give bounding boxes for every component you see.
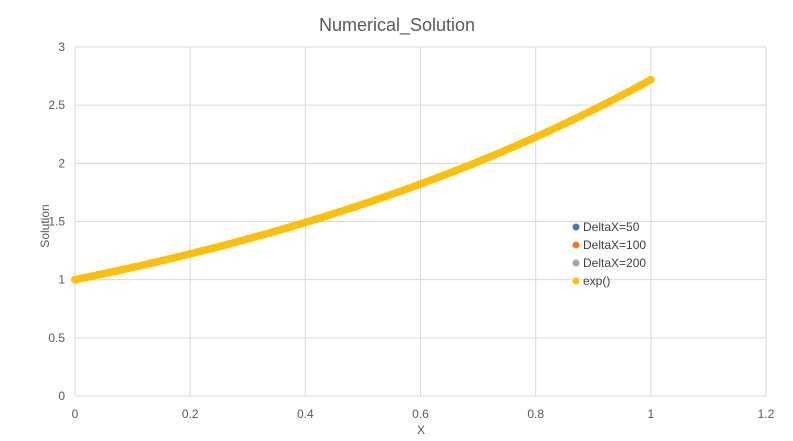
legend-label: exp()	[583, 274, 610, 288]
y-tick-label: 2.5	[48, 98, 65, 112]
legend-label: DeltaX=50	[583, 220, 640, 234]
y-tick-label: 1	[58, 273, 65, 287]
legend-marker	[572, 259, 580, 267]
x-axis-label: X	[417, 423, 425, 436]
y-tick-label: 3	[58, 40, 65, 54]
y-tick-label: 0.5	[48, 331, 65, 345]
series-1	[71, 76, 655, 284]
y-tick-label: 2	[58, 156, 65, 170]
x-tick-label: 1.2	[758, 407, 775, 421]
legend-marker	[572, 241, 580, 249]
series-4	[71, 76, 655, 284]
y-tick-label: 0	[58, 389, 65, 403]
data-series	[71, 76, 655, 284]
legend-marker	[572, 223, 580, 231]
x-tick-label: 0	[72, 407, 79, 421]
series-3	[71, 76, 655, 284]
chart-title: Numerical_Solution	[319, 15, 475, 36]
y-axis-label: Solution	[38, 204, 52, 247]
legend-label: DeltaX=100	[583, 238, 646, 252]
tick-labels: 0 0.2 0.4 0.6 0.8 1 1.2 0 0.5 1 1.5 2 2.5 3	[48, 40, 774, 421]
legend-label: DeltaX=200	[583, 256, 646, 270]
series-2	[71, 76, 655, 284]
y-tick-label: 1.5	[48, 215, 65, 229]
gridlines	[74, 46, 767, 397]
x-tick-label: 0.2	[182, 407, 199, 421]
x-tick-label: 0.6	[412, 407, 429, 421]
legend: DeltaX=50 DeltaX=100 DeltaX=200 exp()	[572, 220, 646, 288]
data-point	[647, 76, 655, 84]
x-tick-label: 0.4	[297, 407, 314, 421]
legend-marker	[572, 277, 580, 285]
x-tick-label: 0.8	[527, 407, 544, 421]
x-tick-label: 1	[647, 407, 654, 421]
